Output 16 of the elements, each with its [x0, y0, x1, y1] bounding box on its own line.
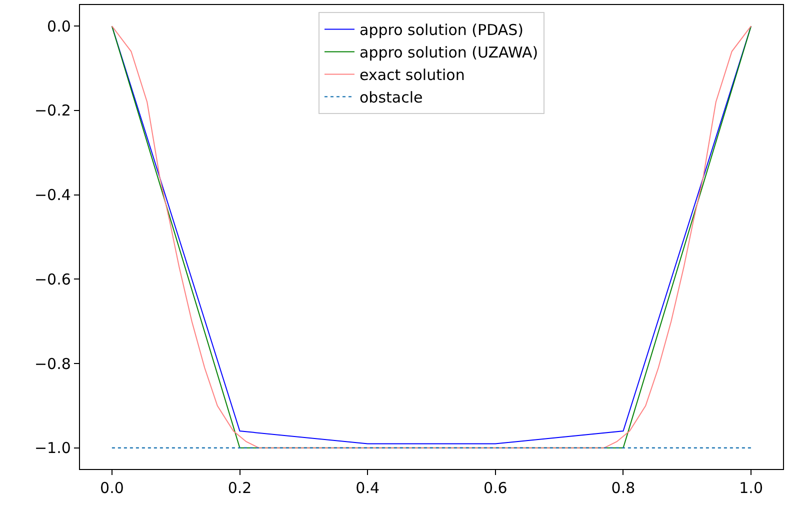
legend-label: obstacle — [360, 88, 423, 107]
x-tick-label: 0.4 — [356, 479, 380, 498]
y-tick-label: −0.8 — [34, 354, 71, 373]
x-tick-label: 0.2 — [228, 479, 252, 498]
x-tick-label: 0.8 — [611, 479, 636, 498]
y-tick-label: −0.4 — [34, 186, 71, 204]
y-tick-label: −0.2 — [34, 102, 71, 120]
x-tick-label: 1.0 — [739, 479, 763, 498]
legend-label: appro solution (PDAS) — [360, 21, 524, 40]
legend-label: appro solution (UZAWA) — [360, 44, 538, 62]
y-tick-label: −0.6 — [34, 270, 71, 288]
x-tick-label: 0.0 — [100, 479, 124, 498]
y-tick-label: 0.0 — [47, 17, 71, 36]
x-tick-label: 0.6 — [483, 479, 508, 498]
legend-label: exact solution — [360, 66, 465, 84]
y-tick-label: −1.0 — [34, 439, 71, 458]
